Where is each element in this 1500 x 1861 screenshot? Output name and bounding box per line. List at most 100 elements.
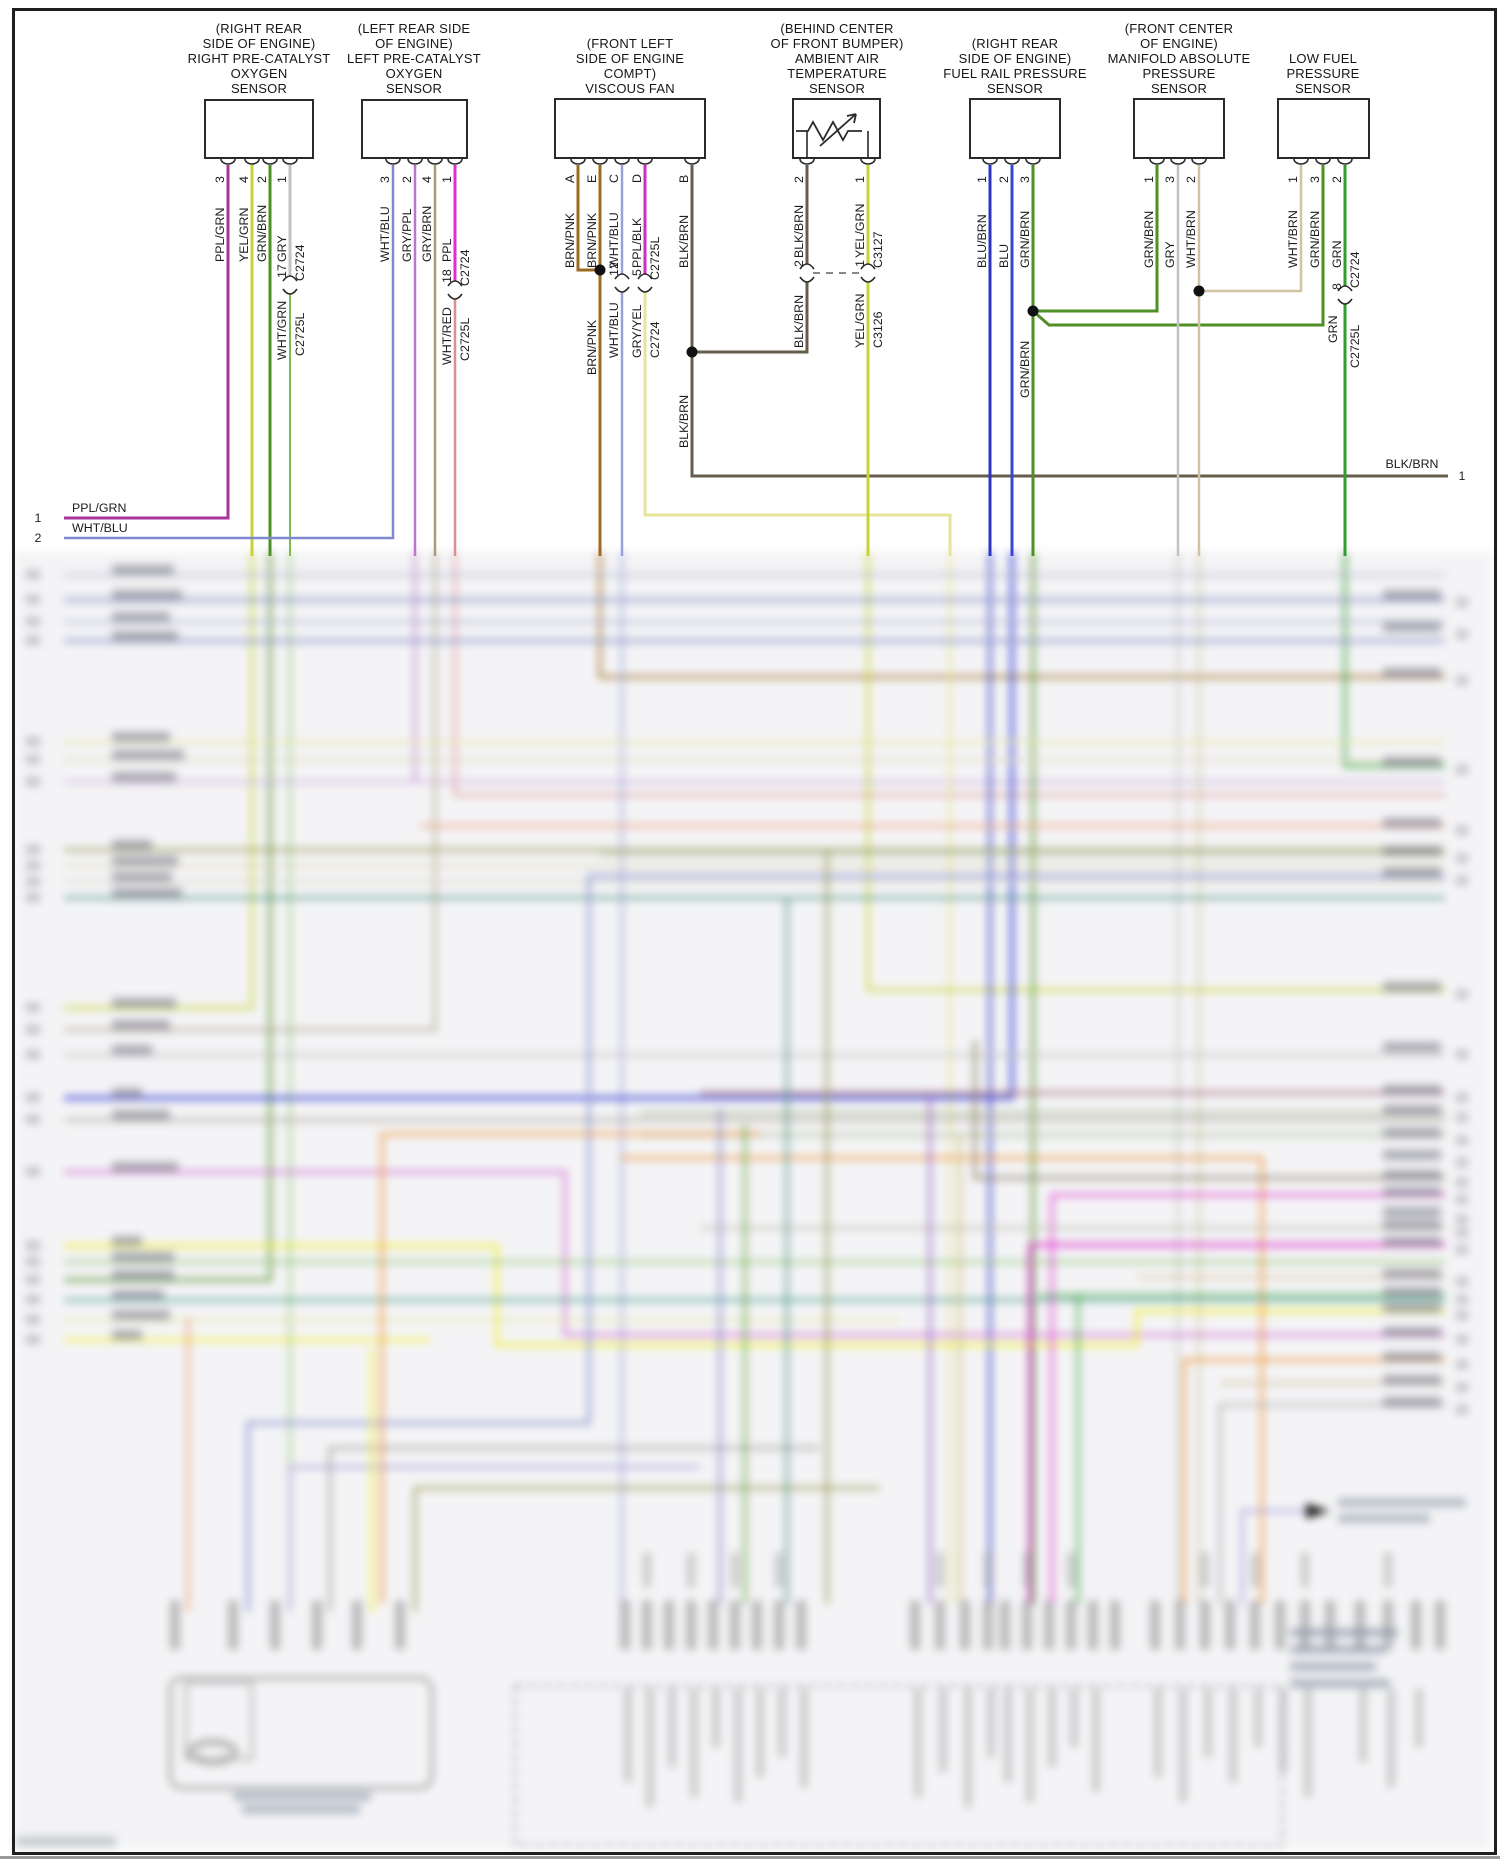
blurred-caption-blob: [233, 1792, 371, 1801]
inline-connector-icon: [799, 263, 815, 270]
wire-label: 2: [997, 176, 1011, 183]
blurred-label-blob: [112, 1270, 174, 1280]
pin-arc-icon: [244, 158, 260, 165]
pin-arc-icon: [1337, 158, 1353, 165]
blurred-text-column: [1204, 1688, 1212, 1758]
blurred-pin: [935, 1600, 945, 1650]
wire-label: PPL/GRN: [72, 501, 126, 515]
wire-label: B: [677, 175, 691, 183]
blurred-label-blob: [112, 888, 182, 898]
blurred-pin: [686, 1600, 696, 1650]
inline-connector-icon: [614, 286, 630, 293]
sensor-box: [1277, 98, 1370, 159]
blurred-number-blob: [26, 777, 40, 786]
pin-arc-icon: [447, 158, 463, 165]
wire-label: GRN/BRN: [1142, 211, 1156, 268]
blurred-text-line: [1290, 1628, 1398, 1637]
blur-background: [14, 552, 1492, 1850]
blurred-text-column: [1048, 1688, 1056, 1768]
blurred-wire: [866, 552, 1445, 992]
wire-label: C2725L: [458, 317, 472, 361]
blurred-text-column: [914, 1688, 922, 1798]
wire-label: 1: [853, 176, 867, 183]
blurred-pin: [395, 1600, 405, 1650]
junction-dot: [1027, 305, 1039, 317]
blurred-pin-stub: [1201, 1552, 1209, 1588]
blurred-wire: [1182, 1358, 1445, 1604]
blurred-label-blob: [1383, 982, 1441, 992]
blurred-label-blob: [1383, 1105, 1441, 1115]
blurred-number-blob: [26, 595, 40, 604]
wire-label: 3: [1018, 176, 1032, 183]
blurred-pin: [708, 1600, 718, 1650]
junction-dot: [594, 264, 606, 276]
wire-label: 2: [400, 176, 414, 183]
blurred-pin: [983, 1600, 993, 1650]
blurred-pin: [620, 1600, 630, 1650]
wire-label: 2: [1184, 176, 1198, 183]
wire-label: C3127: [871, 231, 885, 268]
blurred-pin: [1088, 1600, 1098, 1650]
blurred-text-column: [1004, 1688, 1012, 1783]
arrow-icon: [1306, 1503, 1330, 1519]
blurred-text-column: [1304, 1688, 1312, 1798]
sensor-title: LOW FUEL PRESSURE SENSOR: [1286, 51, 1360, 96]
blurred-label-blob: [1383, 1375, 1441, 1385]
blurred-number-blob: [26, 1335, 40, 1344]
blurred-label-blob: [112, 590, 182, 600]
wire-label: GRN/BRN: [1018, 341, 1032, 398]
blurred-number-blob: [1456, 1113, 1468, 1122]
wire-label: 1: [853, 260, 867, 267]
blurred-pin: [270, 1600, 280, 1650]
pin-arc-icon: [592, 158, 608, 165]
resistor-leads: [806, 131, 869, 159]
blurred-number-blob: [1456, 1093, 1468, 1102]
watermark-blob: [16, 1836, 116, 1847]
blurred-text-column: [668, 1688, 676, 1768]
dashed-connector-box: [514, 1685, 1283, 1847]
wire: [64, 165, 395, 540]
blurred-label-blob: [1383, 846, 1441, 856]
pin-arc-icon: [220, 158, 236, 165]
wire-label: 3: [1308, 176, 1322, 183]
pin-arc-icon: [860, 158, 876, 165]
wire-label: 1: [1142, 176, 1156, 183]
wire-label: BLK/BRN: [1385, 457, 1438, 471]
blurred-wire: [64, 552, 1014, 1100]
blurred-label-blob: [112, 872, 172, 882]
blurred-label-blob: [1383, 1352, 1441, 1362]
blurred-number-blob: [26, 636, 40, 645]
sensor-title: (BEHIND CENTER OF FRONT BUMPER) AMBIENT …: [770, 21, 904, 96]
wire-label: 1: [975, 176, 989, 183]
wire-label: GRN/BRN: [1018, 211, 1032, 268]
sensor-title: (RIGHT REAR SIDE OF ENGINE) FUEL RAIL PR…: [943, 36, 1087, 96]
blurred-pin-stub: [775, 1552, 783, 1588]
blurred-pin: [1044, 1600, 1054, 1650]
blurred-label-blob: [112, 631, 178, 641]
blurred-label-blob: [112, 750, 184, 760]
inline-connector-icon: [860, 276, 876, 283]
blurred-label-blob: [1383, 1207, 1441, 1217]
wire-label: E: [585, 175, 599, 183]
blurred-label-blob: [112, 732, 170, 742]
wire: [1032, 165, 1325, 327]
blurred-wire: [64, 552, 437, 1032]
wire-label: PPL/GRN: [213, 208, 227, 262]
blurred-text-line: [1290, 1645, 1386, 1654]
blurred-number-blob: [1456, 1277, 1468, 1286]
blurred-text-column: [756, 1688, 764, 1778]
pin-arc-icon: [637, 158, 653, 165]
blurred-label-blob: [112, 612, 170, 622]
junction-dot: [1193, 285, 1205, 297]
sensor-title: (FRONT CENTER OF ENGINE) MANIFOLD ABSOLU…: [1107, 21, 1251, 96]
ford-oval-inner-icon: [195, 1744, 231, 1760]
wire-label: 2: [255, 176, 269, 183]
blurred-label-blob: [1383, 1042, 1441, 1052]
blurred-pin: [664, 1600, 674, 1650]
blurred-pin: [352, 1600, 362, 1650]
blurred-number-blob: [26, 737, 40, 746]
blurred-number-blob: [26, 1295, 40, 1304]
pin-arc-icon: [262, 158, 278, 165]
wire-label: 12: [607, 262, 621, 276]
blurred-pin: [1225, 1600, 1235, 1650]
